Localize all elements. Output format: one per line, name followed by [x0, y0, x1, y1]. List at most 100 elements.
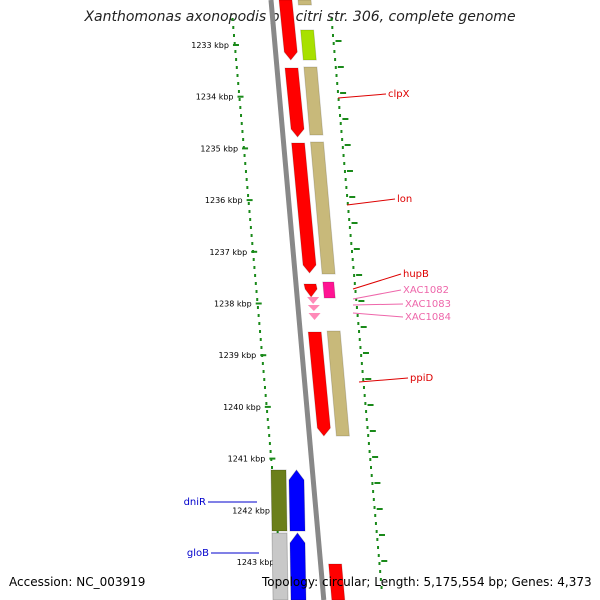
gene-feature-hupB [322, 281, 336, 299]
ruler-dot-outer [338, 106, 341, 109]
ruler-dot-inner [232, 34, 235, 37]
gene-feature-hypothetical [307, 305, 320, 311]
kbp-tick-label: 1234 kbp [196, 93, 234, 102]
ruler-dot-inner [242, 138, 245, 141]
ruler-dot-outer [364, 402, 367, 405]
ruler-dot-outer [372, 490, 375, 493]
ruler-dot-inner [246, 186, 249, 189]
gene-feature-reverse [297, 0, 312, 6]
ruler-dot-outer [361, 370, 364, 373]
ruler-dot-outer [353, 274, 356, 277]
ruler-dot-inner [244, 162, 247, 165]
gene-label-leader [337, 93, 387, 99]
ruler-dot-inner [254, 274, 257, 277]
ruler-dot-outer [365, 410, 368, 413]
ruler-dot-inner [248, 210, 251, 213]
kbp-tick-mark [269, 457, 276, 460]
ruler-dot-inner [258, 322, 261, 325]
ruler-dot-outer [341, 138, 344, 141]
kbp-tick-mark [242, 147, 249, 150]
ruler-dot-inner [240, 122, 243, 125]
ruler-dot-outer [363, 394, 366, 397]
kbp-tick-label: 1236 kbp [205, 196, 243, 205]
kbp-tick-mark [232, 44, 239, 46]
ruler-dot-inner [253, 266, 256, 269]
ruler-dot-outer [336, 90, 339, 93]
kbp-tick-label: 1233 kbp [191, 41, 229, 50]
kbp-tick-label: 1240 kbp [223, 403, 261, 412]
ruler-dot-inner [240, 114, 243, 117]
gene-label-gloB: gloB [187, 548, 209, 559]
gene-feature-reverse-green [300, 29, 317, 61]
gene-feature-ppiD-forward [307, 331, 331, 437]
kbp-tick-mark [260, 354, 267, 357]
ruler-dot-outer [370, 466, 373, 469]
ruler-dot-outer [344, 178, 347, 181]
ruler-dot-inner [239, 106, 242, 109]
ruler-tick-outer [335, 40, 342, 42]
gene-label-leader [358, 377, 409, 383]
ruler-dot-outer [349, 234, 352, 237]
ruler-tick-outer [365, 378, 372, 380]
ruler-dot-outer [360, 354, 363, 357]
ruler-dot-inner [247, 194, 250, 197]
ruler-tick-outer [369, 430, 376, 432]
ruler-dot-inner [269, 450, 272, 453]
ruler-tick-outer [360, 326, 367, 328]
ruler-dot-outer [359, 346, 362, 349]
ruler-dot-outer [379, 570, 382, 573]
ruler-dot-outer [376, 538, 379, 541]
ruler-dot-outer [333, 50, 336, 53]
ruler-dot-outer [358, 330, 361, 333]
ruler-dot-outer [355, 298, 358, 301]
ruler-dot-outer [371, 482, 374, 485]
kbp-tick-mark [246, 199, 253, 202]
ruler-dot-outer [348, 218, 351, 221]
ruler-tick-outer [374, 482, 381, 484]
ruler-dot-inner [256, 306, 259, 309]
ruler-dot-outer [378, 562, 381, 565]
kbp-tick-mark [255, 302, 262, 305]
ruler-dot-inner [265, 402, 268, 405]
kbp-tick-label: 1241 kbp [228, 455, 266, 464]
gene-label-leader [352, 312, 404, 318]
kbp-tick-mark [251, 250, 258, 253]
ruler-dot-outer [346, 194, 349, 197]
gene-feature-ppiD-reverse [326, 330, 350, 437]
ruler-dot-outer [351, 250, 353, 253]
ruler-dot-outer [365, 418, 368, 421]
ruler-dot-outer [368, 450, 371, 453]
backbone-line [268, 0, 327, 600]
ruler-dot-outer [335, 74, 338, 77]
ruler-dot-inner [276, 530, 279, 533]
ruler-dot-outer [331, 26, 334, 29]
ruler-dot-outer [357, 322, 360, 325]
gene-label-leader [352, 289, 402, 300]
ruler-dot-outer [362, 386, 365, 389]
ruler-dot-inner [267, 426, 270, 429]
gene-feature-forward [328, 563, 346, 600]
gene-feature-forward [278, 0, 298, 61]
ruler-dot-outer [356, 314, 359, 317]
gene-feature-dniR-reverse [270, 469, 288, 532]
gene-feature-gloB [289, 532, 307, 600]
ruler-dot-inner [235, 66, 238, 69]
ruler-dot-outer [367, 442, 370, 445]
ruler-dot-outer [358, 338, 361, 341]
gene-label-XAC1083: XAC1083 [405, 299, 451, 310]
ruler-dot-outer [372, 498, 375, 501]
ruler-dot-inner [236, 74, 239, 77]
ruler-dot-outer [360, 362, 363, 365]
ruler-dot-inner [268, 434, 271, 437]
ruler-dot-outer [341, 146, 344, 149]
ruler-dot-outer [375, 530, 378, 533]
ruler-dot-outer [346, 202, 349, 205]
gene-label-leader [352, 273, 402, 290]
accession-label: Accession: NC_003919 [9, 575, 146, 589]
ruler-dot-outer [373, 506, 376, 509]
gene-feature-lon-reverse [309, 141, 336, 275]
ruler-dot-outer [336, 82, 339, 85]
ruler-dot-outer [354, 290, 357, 293]
ruler-dot-inner [251, 242, 254, 245]
